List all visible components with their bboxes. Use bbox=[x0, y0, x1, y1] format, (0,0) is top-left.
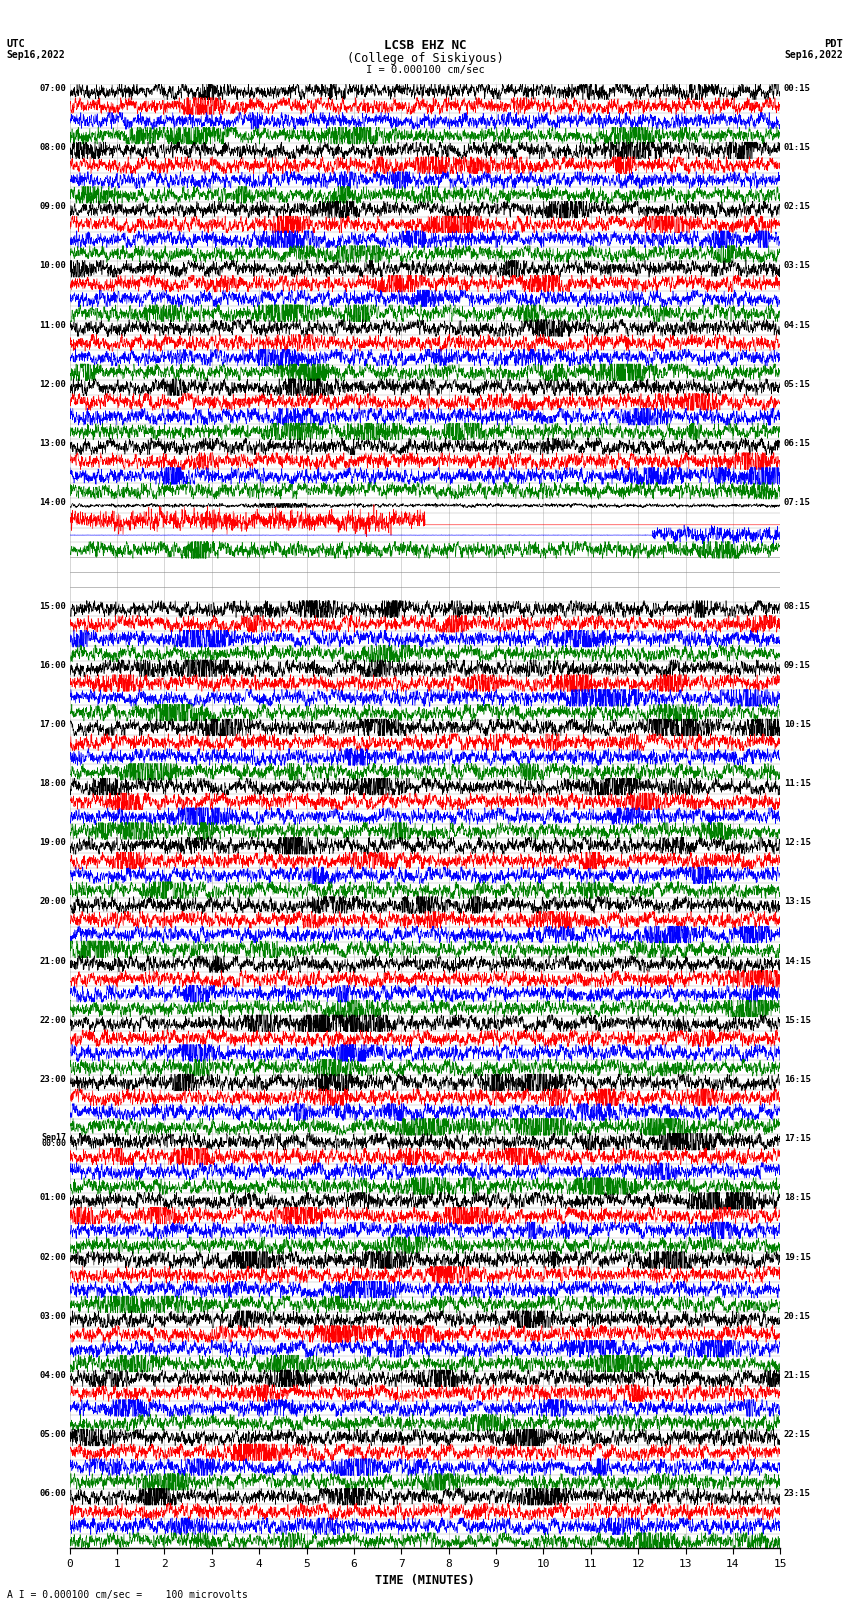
Text: PDT: PDT bbox=[824, 39, 843, 48]
Text: 09:15: 09:15 bbox=[784, 661, 811, 669]
Text: 08:15: 08:15 bbox=[784, 602, 811, 611]
Text: 17:00: 17:00 bbox=[39, 719, 66, 729]
Text: 14:15: 14:15 bbox=[784, 957, 811, 966]
Text: Sep17: Sep17 bbox=[41, 1132, 66, 1142]
Text: 23:15: 23:15 bbox=[784, 1489, 811, 1498]
Text: 05:00: 05:00 bbox=[39, 1431, 66, 1439]
Text: LCSB EHZ NC: LCSB EHZ NC bbox=[383, 39, 467, 52]
Text: 03:00: 03:00 bbox=[39, 1311, 66, 1321]
Text: 03:15: 03:15 bbox=[784, 261, 811, 271]
Text: 20:15: 20:15 bbox=[784, 1311, 811, 1321]
Text: 21:00: 21:00 bbox=[39, 957, 66, 966]
Text: 00:00: 00:00 bbox=[41, 1139, 66, 1147]
Text: 16:15: 16:15 bbox=[784, 1074, 811, 1084]
Text: 01:15: 01:15 bbox=[784, 144, 811, 152]
Text: 06:15: 06:15 bbox=[784, 439, 811, 448]
Text: 20:00: 20:00 bbox=[39, 897, 66, 907]
Text: 11:00: 11:00 bbox=[39, 321, 66, 329]
Text: 04:15: 04:15 bbox=[784, 321, 811, 329]
Text: 01:00: 01:00 bbox=[39, 1194, 66, 1202]
X-axis label: TIME (MINUTES): TIME (MINUTES) bbox=[375, 1574, 475, 1587]
Text: 16:00: 16:00 bbox=[39, 661, 66, 669]
Text: 22:00: 22:00 bbox=[39, 1016, 66, 1024]
Text: 00:15: 00:15 bbox=[784, 84, 811, 94]
Text: Sep16,2022: Sep16,2022 bbox=[785, 50, 843, 60]
Text: 09:00: 09:00 bbox=[39, 202, 66, 211]
Text: 12:00: 12:00 bbox=[39, 379, 66, 389]
Text: 19:15: 19:15 bbox=[784, 1253, 811, 1261]
Text: 12:15: 12:15 bbox=[784, 839, 811, 847]
Text: 11:15: 11:15 bbox=[784, 779, 811, 789]
Text: 02:15: 02:15 bbox=[784, 202, 811, 211]
Text: 21:15: 21:15 bbox=[784, 1371, 811, 1379]
Text: 08:00: 08:00 bbox=[39, 144, 66, 152]
Text: 15:00: 15:00 bbox=[39, 602, 66, 611]
Text: 05:15: 05:15 bbox=[784, 379, 811, 389]
Text: 22:15: 22:15 bbox=[784, 1431, 811, 1439]
Text: 07:00: 07:00 bbox=[39, 84, 66, 94]
Text: UTC: UTC bbox=[7, 39, 26, 48]
Text: 14:00: 14:00 bbox=[39, 498, 66, 506]
Text: A I = 0.000100 cm/sec =    100 microvolts: A I = 0.000100 cm/sec = 100 microvolts bbox=[7, 1590, 247, 1600]
Text: (College of Siskiyous): (College of Siskiyous) bbox=[347, 52, 503, 65]
Text: 23:00: 23:00 bbox=[39, 1074, 66, 1084]
Text: 07:15: 07:15 bbox=[784, 498, 811, 506]
Text: 18:00: 18:00 bbox=[39, 779, 66, 789]
Text: 15:15: 15:15 bbox=[784, 1016, 811, 1024]
Text: 10:00: 10:00 bbox=[39, 261, 66, 271]
Text: 13:00: 13:00 bbox=[39, 439, 66, 448]
Text: 19:00: 19:00 bbox=[39, 839, 66, 847]
Text: I = 0.000100 cm/sec: I = 0.000100 cm/sec bbox=[366, 65, 484, 74]
Text: 13:15: 13:15 bbox=[784, 897, 811, 907]
Text: 18:15: 18:15 bbox=[784, 1194, 811, 1202]
Text: 10:15: 10:15 bbox=[784, 719, 811, 729]
Text: 04:00: 04:00 bbox=[39, 1371, 66, 1379]
Text: 02:00: 02:00 bbox=[39, 1253, 66, 1261]
Text: 06:00: 06:00 bbox=[39, 1489, 66, 1498]
Text: 17:15: 17:15 bbox=[784, 1134, 811, 1144]
Text: Sep16,2022: Sep16,2022 bbox=[7, 50, 65, 60]
